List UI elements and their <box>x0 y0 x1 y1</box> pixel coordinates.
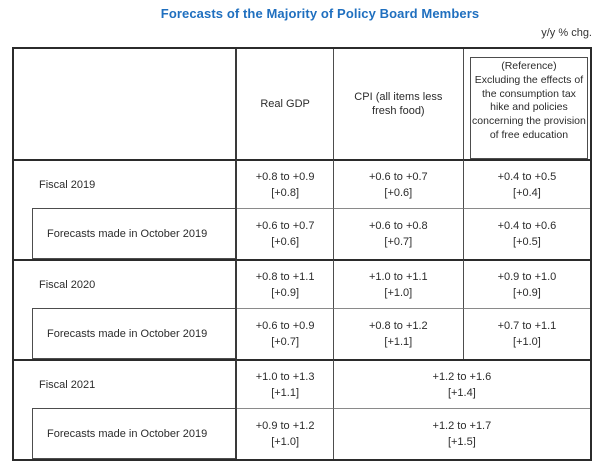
forecast-range: +0.9 to +1.0 <box>497 270 557 283</box>
forecast-median: [+0.9] <box>271 286 300 299</box>
fiscal-2019-reference-cell: +0.4 to +0.5 [+0.4] <box>463 158 590 209</box>
col-header-reference: (Reference) Excluding the effects of the… <box>464 49 590 159</box>
row-label: Fiscal 2020 <box>39 278 96 291</box>
october-fy2020-real-gdp-cell: +0.6 to +0.9 [+0.7] <box>237 308 334 359</box>
col-header-cpi: CPI (all items less fresh food) <box>334 49 464 159</box>
row-october-2019-fy2019-label: Forecasts made in October 2019 <box>14 208 238 259</box>
forecast-table: Real GDP CPI (all items less fresh food)… <box>12 47 592 461</box>
forecast-median: [+1.5] <box>447 436 476 449</box>
forecast-range: +1.0 to +1.1 <box>368 270 428 283</box>
reference-header-desc: Excluding the effects of the consumption… <box>472 73 586 141</box>
row-fiscal-2021-label: Fiscal 2021 <box>14 358 238 409</box>
forecast-median: [+0.7] <box>384 236 413 249</box>
row-fiscal-2020-label: Fiscal 2020 <box>14 258 238 309</box>
forecast-range: +1.2 to +1.7 <box>432 420 492 433</box>
reference-header-title: (Reference) <box>501 60 557 72</box>
october-fy2019-reference-cell: +0.4 to +0.6 [+0.5] <box>463 208 590 259</box>
forecast-range: +1.2 to +1.6 <box>432 370 492 383</box>
forecast-range: +0.4 to +0.6 <box>497 220 557 233</box>
row-october-2019-fy2020-label: Forecasts made in October 2019 <box>14 308 238 359</box>
forecast-median: [+0.8] <box>271 186 300 199</box>
forecast-range: +1.0 to +1.3 <box>255 370 315 383</box>
page-title: Forecasts of the Majority of Policy Boar… <box>160 6 480 21</box>
row-label: Fiscal 2019 <box>39 178 96 191</box>
forecast-range: +0.9 to +1.2 <box>255 420 315 433</box>
reference-header-box: (Reference) Excluding the effects of the… <box>469 57 588 159</box>
forecast-range: +0.7 to +1.1 <box>497 320 557 333</box>
october-fy2020-cpi-cell: +0.8 to +1.2 [+1.1] <box>333 308 464 359</box>
forecast-median: [+1.1] <box>271 386 300 399</box>
forecast-median: [+1.1] <box>384 336 413 349</box>
fiscal-2020-reference-cell: +0.9 to +1.0 [+0.9] <box>463 258 590 309</box>
october-fy2021-real-gdp-cell: +0.9 to +1.2 [+1.0] <box>237 408 334 459</box>
row-label: Forecasts made in October 2019 <box>47 327 208 340</box>
unit-note: y/y % chg. <box>541 27 592 39</box>
forecast-median: [+0.9] <box>513 286 541 299</box>
fiscal-2021-real-gdp-cell: +1.0 to +1.3 [+1.1] <box>237 358 334 409</box>
fiscal-2020-cpi-cell: +1.0 to +1.1 [+1.0] <box>333 258 464 309</box>
forecast-range: +0.6 to +0.7 <box>255 220 315 233</box>
october-fy2019-real-gdp-cell: +0.6 to +0.7 [+0.6] <box>237 208 334 259</box>
forecast-median: [+1.0] <box>271 436 300 449</box>
forecast-median: [+0.4] <box>513 186 541 199</box>
forecast-median: [+0.6] <box>384 186 413 199</box>
nested-label-box: Forecasts made in October 2019 <box>32 308 236 359</box>
forecast-median: [+0.7] <box>271 336 300 349</box>
row-label: Forecasts made in October 2019 <box>47 227 208 240</box>
nested-label-box: Forecasts made in October 2019 <box>32 408 236 459</box>
october-fy2019-cpi-cell: +0.6 to +0.8 [+0.7] <box>333 208 464 259</box>
forecast-range: +0.6 to +0.9 <box>255 320 315 333</box>
row-october-2019-fy2021-label: Forecasts made in October 2019 <box>14 408 238 459</box>
fiscal-2021-cpi-reference-merged-cell: +1.2 to +1.6 [+1.4] <box>333 358 590 409</box>
fiscal-2019-cpi-cell: +0.6 to +0.7 [+0.6] <box>333 158 464 209</box>
forecast-range: +0.6 to +0.7 <box>368 170 428 183</box>
forecast-range: +0.6 to +0.8 <box>368 220 428 233</box>
forecast-range: +0.8 to +1.2 <box>368 320 428 333</box>
cpi-header-label: CPI (all items less fresh food) <box>354 90 443 117</box>
october-fy2020-reference-cell: +0.7 to +1.1 [+1.0] <box>463 308 590 359</box>
col-header-real-gdp: Real GDP <box>237 49 334 159</box>
fiscal-2020-real-gdp-cell: +0.8 to +1.1 [+0.9] <box>237 258 334 309</box>
real-gdp-header-label: Real GDP <box>260 97 310 110</box>
forecast-range: +0.8 to +1.1 <box>255 270 315 283</box>
forecast-median: [+1.0] <box>513 336 541 349</box>
nested-label-box: Forecasts made in October 2019 <box>32 208 236 259</box>
forecast-median: [+0.5] <box>513 236 541 249</box>
forecast-median: [+1.0] <box>384 286 413 299</box>
corner-header-cell <box>14 49 238 159</box>
row-fiscal-2019-label: Fiscal 2019 <box>14 158 238 209</box>
row-label: Fiscal 2021 <box>39 378 96 391</box>
forecast-median: [+1.4] <box>447 386 476 399</box>
fiscal-2019-real-gdp-cell: +0.8 to +0.9 [+0.8] <box>237 158 334 209</box>
forecast-median: [+0.6] <box>271 236 300 249</box>
forecast-range: +0.8 to +0.9 <box>255 170 315 183</box>
october-fy2021-cpi-reference-merged-cell: +1.2 to +1.7 [+1.5] <box>333 408 590 459</box>
forecast-range: +0.4 to +0.5 <box>497 170 557 183</box>
row-label: Forecasts made in October 2019 <box>47 427 208 440</box>
